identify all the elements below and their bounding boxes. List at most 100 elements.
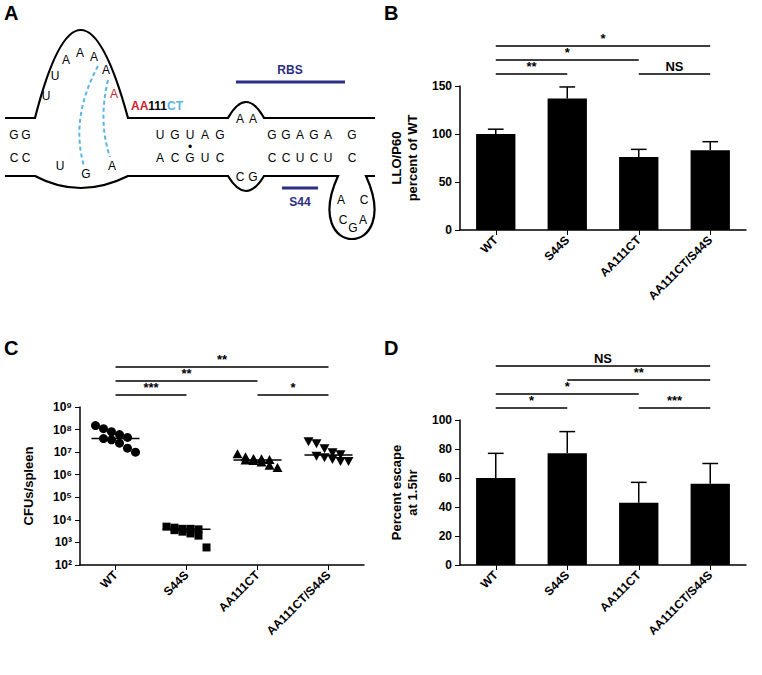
svg-text:C: C <box>22 151 31 165</box>
html-text:B: B <box>384 2 399 24</box>
svg-text:S44S: S44S <box>542 233 573 264</box>
svg-text:NS: NS <box>594 351 612 366</box>
svg-text:U: U <box>56 159 65 173</box>
svg-text:**: ** <box>526 59 537 74</box>
svg-text:AA111CT/S44S: AA111CT/S44S <box>645 233 715 303</box>
html-text:D: D <box>384 337 399 359</box>
svg-text:A: A <box>249 112 257 126</box>
svg-text:150: 150 <box>432 79 452 93</box>
svg-text:G: G <box>348 221 357 235</box>
svg-text:A: A <box>62 53 70 67</box>
svg-text:20: 20 <box>439 529 453 543</box>
svg-text:A: A <box>359 213 367 227</box>
svg-text:AA111CT: AA111CT <box>131 99 184 113</box>
svg-text:AA111CT/S44S: AA111CT/S44S <box>264 568 334 638</box>
svg-text:G: G <box>309 128 318 142</box>
svg-text:percent of WT: percent of WT <box>405 115 420 202</box>
svg-text:10⁴: 10⁴ <box>53 513 72 527</box>
svg-text:**: ** <box>634 365 645 380</box>
svg-text:60: 60 <box>439 471 453 485</box>
svg-text:U: U <box>324 151 333 165</box>
svg-text:C: C <box>282 151 291 165</box>
svg-text:A: A <box>156 151 164 165</box>
svg-text:10²: 10² <box>55 558 72 572</box>
svg-text:C: C <box>171 151 180 165</box>
svg-text:A: A <box>76 46 84 60</box>
svg-text:G: G <box>215 128 224 142</box>
svg-text:***: *** <box>143 380 159 395</box>
svg-text:WT: WT <box>478 233 502 257</box>
svg-text:WT: WT <box>97 568 121 592</box>
svg-text:*: * <box>565 379 571 394</box>
svg-text:U: U <box>42 89 51 103</box>
svg-text:C: C <box>339 213 348 227</box>
svg-text:LLO/P60: LLO/P60 <box>389 132 404 185</box>
svg-text:A: A <box>90 50 98 64</box>
svg-text:G: G <box>170 128 179 142</box>
svg-text:0: 0 <box>445 558 452 572</box>
svg-text:A: A <box>337 193 345 207</box>
svg-text:A: A <box>236 112 244 126</box>
svg-text:G: G <box>81 167 90 181</box>
svg-text:C: C <box>348 151 357 165</box>
svg-text:50: 50 <box>439 175 453 189</box>
svg-text:G: G <box>267 128 276 142</box>
svg-text:RBS: RBS <box>277 63 302 77</box>
svg-text:U: U <box>201 151 210 165</box>
svg-text:G: G <box>9 128 18 142</box>
svg-text:NS: NS <box>665 59 683 74</box>
svg-text:A: A <box>201 128 209 142</box>
svg-text:G: G <box>281 128 290 142</box>
svg-text:C: C <box>236 170 245 184</box>
svg-text:**: ** <box>217 352 228 367</box>
svg-text:*: * <box>529 393 535 408</box>
svg-text:A: A <box>102 63 110 77</box>
svg-text:40: 40 <box>439 500 453 514</box>
svg-text:U: U <box>185 128 195 142</box>
svg-text:C: C <box>360 193 369 207</box>
svg-text:AA111CT/S44S: AA111CT/S44S <box>645 568 715 638</box>
svg-text:G: G <box>347 128 356 142</box>
svg-text:80: 80 <box>439 442 453 456</box>
svg-text:10⁷: 10⁷ <box>54 445 72 459</box>
svg-text:Percent escape: Percent escape <box>389 445 404 540</box>
svg-text:S44S: S44S <box>542 568 573 599</box>
svg-text:A: A <box>110 87 118 101</box>
svg-text:U: U <box>156 128 165 142</box>
svg-text:WT: WT <box>478 568 502 592</box>
svg-text:A: A <box>108 159 116 173</box>
svg-text:10⁸: 10⁸ <box>53 423 72 437</box>
svg-text:*: * <box>565 45 571 60</box>
svg-text:at 1.5hr: at 1.5hr <box>405 469 420 515</box>
svg-text:10⁶: 10⁶ <box>53 468 72 482</box>
svg-text:C: C <box>310 151 319 165</box>
svg-text:*: * <box>290 380 296 395</box>
svg-text:AA111CT: AA111CT <box>216 568 263 615</box>
svg-text:100: 100 <box>432 127 452 141</box>
svg-text:10⁵: 10⁵ <box>53 490 72 504</box>
svg-text:U: U <box>51 69 60 83</box>
svg-text:C: C <box>216 151 225 165</box>
svg-text:AA111CT: AA111CT <box>597 568 644 615</box>
svg-text:0: 0 <box>445 223 452 237</box>
html-text:C: C <box>4 337 19 359</box>
svg-text:A: A <box>296 128 304 142</box>
svg-text:10⁹: 10⁹ <box>53 400 72 414</box>
svg-text:C: C <box>268 151 277 165</box>
svg-text:S44: S44 <box>289 195 311 209</box>
svg-text:**: ** <box>181 366 192 381</box>
svg-text:U: U <box>296 151 305 165</box>
svg-text:S44S: S44S <box>161 568 192 599</box>
svg-text:CFUs/spleen: CFUs/spleen <box>21 447 36 526</box>
svg-text:G: G <box>21 128 30 142</box>
svg-text:***: *** <box>667 393 683 408</box>
svg-text:C: C <box>10 151 19 165</box>
html-text:A: A <box>4 2 19 24</box>
svg-text:•: • <box>188 140 192 154</box>
svg-text:10³: 10³ <box>55 535 72 549</box>
svg-text:*: * <box>600 31 606 46</box>
svg-text:100: 100 <box>432 413 452 427</box>
svg-text:A: A <box>324 128 332 142</box>
svg-text:G: G <box>248 170 257 184</box>
svg-text:AA111CT: AA111CT <box>597 233 644 280</box>
